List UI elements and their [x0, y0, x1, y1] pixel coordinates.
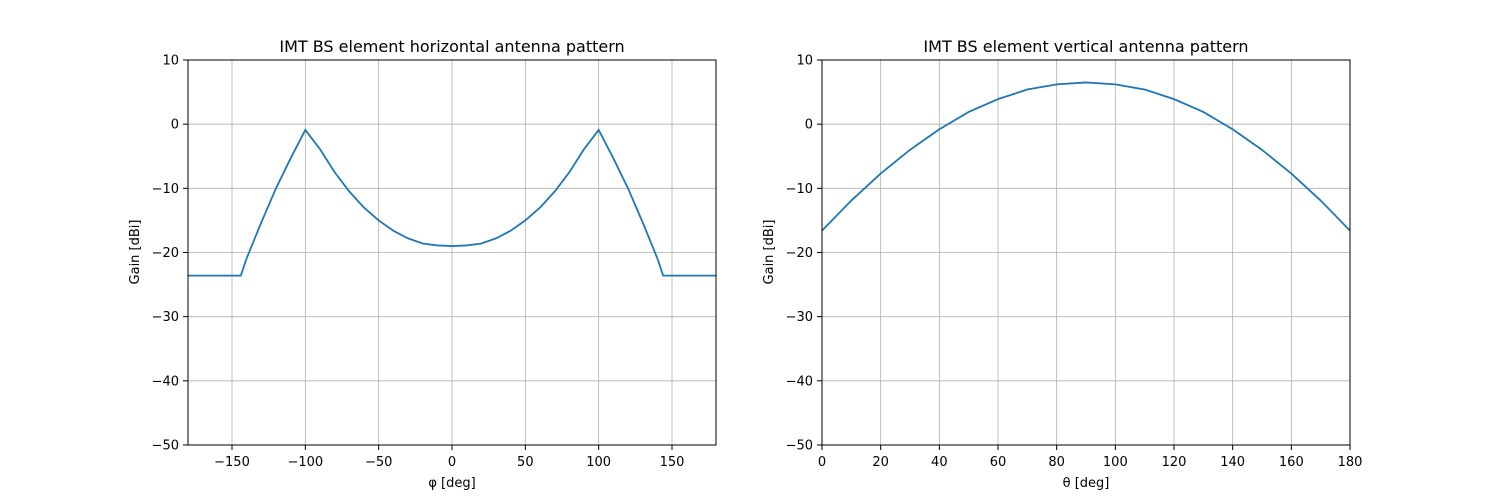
x-tick-label: 100 [1103, 455, 1128, 470]
y-tick-label: −20 [786, 246, 813, 261]
y-tick-label: 0 [805, 118, 813, 133]
y-tick-label: −50 [152, 439, 179, 454]
x-tick-label: 0 [448, 455, 456, 470]
y-tick-label: −40 [786, 374, 813, 389]
x-tick-label: 140 [1220, 455, 1245, 470]
x-tick-label: −50 [365, 455, 392, 470]
y-tick-label: −30 [786, 310, 813, 325]
series-line [188, 128, 716, 277]
x-tick-label: 160 [1279, 455, 1304, 470]
x-axis-label: θ [deg] [1063, 476, 1110, 491]
y-axis-label: Gain [dBi] [762, 220, 777, 285]
x-tick-label: 50 [517, 455, 534, 470]
chart-title: IMT BS element vertical antenna pattern [923, 37, 1248, 56]
y-tick-label: −10 [786, 182, 813, 197]
x-tick-label: 60 [990, 455, 1007, 470]
y-tick-label: 0 [171, 118, 179, 133]
x-tick-label: 150 [660, 455, 685, 470]
y-tick-label: 10 [162, 54, 179, 69]
x-tick-label: 0 [818, 455, 826, 470]
vertical-pattern-panel: IMT BS element vertical antenna pattern … [762, 37, 1362, 491]
chart-title: IMT BS element horizontal antenna patter… [279, 37, 624, 56]
grid-lines [821, 59, 1351, 446]
x-tick-label: 120 [1162, 455, 1187, 470]
y-tick-label: −20 [152, 246, 179, 261]
x-tick-label: −100 [287, 455, 323, 470]
horizontal-pattern-panel: IMT BS element horizontal antenna patter… [128, 37, 717, 491]
y-axis-label: Gain [dBi] [128, 220, 143, 285]
x-tick-label: −150 [214, 455, 250, 470]
x-tick-label: 80 [1048, 455, 1065, 470]
y-tick-label: −10 [152, 182, 179, 197]
x-tick-label: 20 [872, 455, 889, 470]
x-tick-label: 40 [931, 455, 948, 470]
grid-lines [188, 59, 716, 446]
x-axis: 0 20 40 60 80 100 120 140 160 180 [818, 445, 1363, 470]
x-tick-label: 100 [586, 455, 611, 470]
y-tick-label: −30 [152, 310, 179, 325]
y-tick-label: −50 [786, 439, 813, 454]
x-tick-label: 180 [1338, 455, 1363, 470]
y-axis: −50 −40 −30 −20 −10 0 10 [786, 54, 822, 454]
y-axis: −50 −40 −30 −20 −10 0 10 [152, 54, 188, 454]
y-tick-label: 10 [796, 54, 813, 69]
x-axis-label: φ [deg] [428, 476, 475, 491]
x-axis: −150 −100 −50 0 50 100 150 [214, 445, 684, 470]
y-tick-label: −40 [152, 374, 179, 389]
series-line [821, 81, 1351, 232]
